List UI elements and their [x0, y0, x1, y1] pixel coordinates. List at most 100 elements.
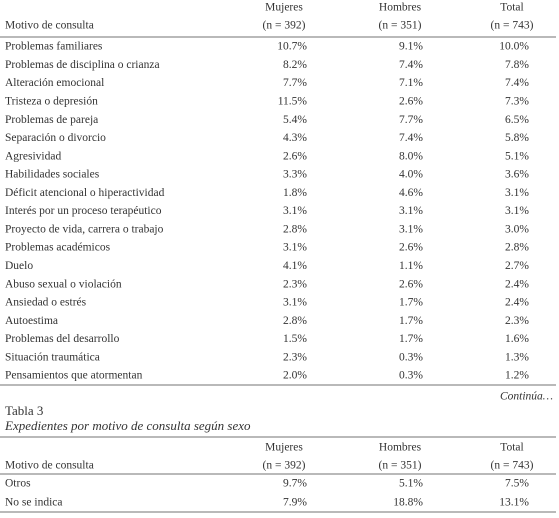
row-label: Déficit atencional o hiperactividad [5, 187, 165, 199]
cell-value: 2.4% [505, 278, 529, 290]
cell-value: 4.6% [399, 187, 423, 199]
table-caption: Expedientes por motivo de consulta según… [4, 418, 251, 433]
cell-value: 1.8% [283, 187, 307, 199]
row-label: Problemas de disciplina o crianza [5, 59, 160, 71]
column-name: Mujeres [265, 442, 303, 454]
header-label: Motivo de consulta [5, 460, 94, 472]
cell-value: 2.3% [505, 315, 529, 327]
row-label: Duelo [5, 260, 33, 272]
header-label: Motivo de consulta [5, 20, 94, 32]
cell-value: 2.0% [283, 370, 307, 382]
table-number: Tabla 3 [5, 403, 43, 418]
row-label: Problemas académicos [5, 242, 111, 254]
cell-value: 11.5% [278, 95, 308, 107]
cell-value: 1.5% [283, 333, 307, 345]
column-n: (n = 392) [263, 460, 306, 472]
row-label: Ansiedad o estrés [5, 297, 87, 309]
cell-value: 3.1% [399, 205, 423, 217]
cell-value: 1.6% [505, 333, 529, 345]
cell-value: 9.7% [283, 478, 307, 490]
continued-note: Continúa… [500, 391, 553, 403]
cell-value: 7.9% [283, 497, 307, 509]
cell-value: 1.3% [505, 351, 529, 363]
column-n: (n = 743) [491, 460, 534, 472]
cell-value: 2.8% [283, 315, 307, 327]
row-label: Problemas del desarrollo [5, 333, 120, 345]
row-label: Otros [5, 478, 31, 490]
cell-value: 4.0% [399, 169, 423, 181]
cell-value: 8.2% [283, 59, 307, 71]
column-n: (n = 351) [379, 20, 422, 32]
cell-value: 2.6% [399, 278, 423, 290]
row-label: Habilidades sociales [5, 169, 100, 181]
cell-value: 7.4% [399, 132, 423, 144]
column-name: Total [500, 442, 523, 454]
column-name: Hombres [379, 2, 422, 14]
cell-value: 7.3% [505, 95, 529, 107]
cell-value: 8.0% [399, 150, 423, 162]
cell-value: 3.1% [283, 297, 307, 309]
row-label: Autoestima [5, 315, 58, 327]
cell-value: 2.7% [505, 260, 529, 272]
cell-value: 2.3% [283, 351, 307, 363]
row-label: No se indica [5, 497, 62, 509]
cell-value: 7.7% [399, 114, 423, 126]
cell-value: 3.1% [283, 242, 307, 254]
cell-value: 13.1% [499, 497, 529, 509]
cell-value: 1.2% [505, 370, 529, 382]
cell-value: 2.3% [283, 278, 307, 290]
cell-value: 4.1% [283, 260, 307, 272]
cell-value: 2.8% [283, 223, 307, 235]
cell-value: 7.5% [505, 478, 529, 490]
column-n: (n = 351) [379, 460, 422, 472]
cell-value: 3.6% [505, 169, 529, 181]
row-label: Agresividad [5, 150, 61, 162]
row-label: Separación o divorcio [5, 132, 106, 144]
cell-value: 7.4% [505, 77, 529, 89]
cell-value: 6.5% [505, 114, 529, 126]
cell-value: 2.6% [399, 242, 423, 254]
column-name: Total [500, 2, 523, 14]
cell-value: 9.1% [399, 41, 423, 53]
cell-value: 5.1% [505, 150, 529, 162]
cell-value: 1.1% [399, 260, 423, 272]
cell-value: 10.0% [499, 41, 529, 53]
column-n: (n = 743) [491, 20, 534, 32]
cell-value: 3.1% [399, 223, 423, 235]
cell-value: 18.8% [393, 497, 423, 509]
cell-value: 3.1% [283, 205, 307, 217]
row-label: Alteración emocional [5, 77, 104, 89]
row-label: Problemas familiares [5, 41, 103, 53]
cell-value: 3.1% [505, 187, 529, 199]
cell-value: 1.7% [399, 297, 423, 309]
cell-value: 7.7% [283, 77, 307, 89]
row-label: Tristeza o depresión [5, 95, 98, 107]
cell-value: 2.6% [399, 95, 423, 107]
cell-value: 1.7% [399, 315, 423, 327]
cell-value: 2.4% [505, 297, 529, 309]
row-label: Interés por un proceso terapéutico [5, 205, 162, 217]
cell-value: 4.3% [283, 132, 307, 144]
cell-value: 2.8% [505, 242, 529, 254]
cell-value: 5.8% [505, 132, 529, 144]
cell-value: 1.7% [399, 333, 423, 345]
cell-value: 7.4% [399, 59, 423, 71]
cell-value: 0.3% [399, 370, 423, 382]
cell-value: 2.6% [283, 150, 307, 162]
cell-value: 5.1% [399, 478, 423, 490]
column-name: Hombres [379, 442, 422, 454]
cell-value: 3.0% [505, 223, 529, 235]
row-label: Abuso sexual o violación [5, 278, 122, 290]
row-label: Pensamientos que atormentan [5, 370, 143, 382]
row-label: Situación traumática [5, 351, 100, 363]
cell-value: 10.7% [277, 41, 307, 53]
cell-value: 7.8% [505, 59, 529, 71]
cell-value: 3.3% [283, 169, 307, 181]
row-label: Proyecto de vida, carrera o trabajo [5, 223, 164, 235]
cell-value: 7.1% [399, 77, 423, 89]
cell-value: 0.3% [399, 351, 423, 363]
row-label: Problemas de pareja [5, 114, 98, 126]
cell-value: 3.1% [505, 205, 529, 217]
cell-value: 5.4% [283, 114, 307, 126]
